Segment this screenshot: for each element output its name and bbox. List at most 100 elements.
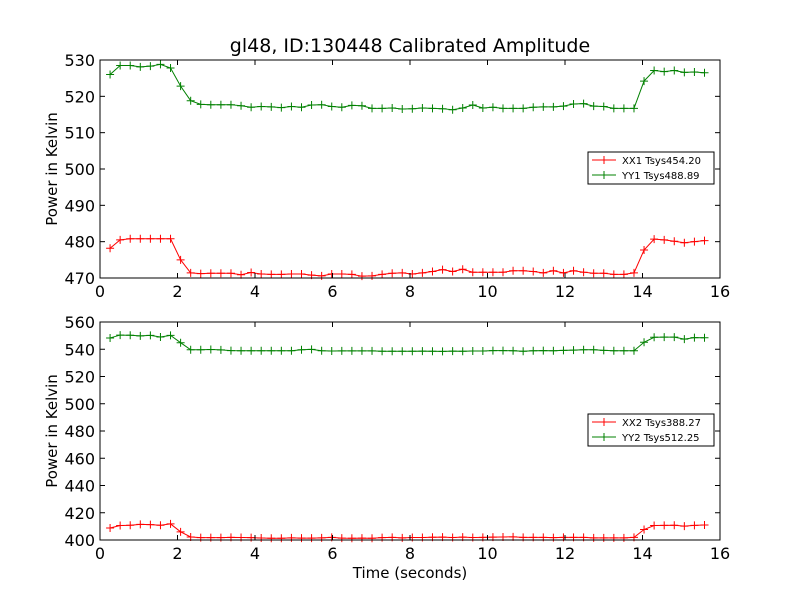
top-point-yy1 — [317, 100, 326, 109]
top-point-xx1 — [156, 234, 165, 243]
top-point-xx1 — [509, 266, 518, 275]
top-point-yy1 — [549, 102, 558, 111]
top-y-tick-label: 530 — [64, 51, 95, 70]
bottom-point-yy2 — [468, 347, 477, 356]
top-point-xx1 — [519, 266, 528, 275]
top-point-yy1 — [589, 102, 598, 111]
bottom-point-yy2 — [690, 333, 699, 342]
top-point-yy1 — [529, 103, 538, 112]
bottom-y-tick-label: 480 — [64, 422, 95, 441]
bottom-point-yy2 — [186, 345, 195, 354]
top-point-xx1 — [378, 270, 387, 279]
bottom-point-yy2 — [660, 333, 669, 342]
top-point-xx1 — [347, 270, 356, 279]
bottom-point-xx2 — [347, 534, 356, 543]
top-point-xx1 — [388, 269, 397, 278]
top-point-yy1 — [428, 104, 437, 113]
top-y-tick-label: 490 — [64, 196, 95, 215]
top-point-xx1 — [166, 234, 175, 243]
bottom-axes-frame — [99, 321, 721, 541]
bottom-y-tick-label: 400 — [64, 531, 95, 550]
top-point-yy1 — [670, 66, 679, 75]
top-point-xx1 — [136, 234, 145, 243]
bottom-point-yy2 — [176, 338, 185, 347]
top-point-yy1 — [267, 102, 276, 111]
top-point-yy1 — [398, 105, 407, 114]
bottom-point-yy2 — [569, 346, 578, 355]
bottom-point-xx2 — [670, 521, 679, 530]
top-x-tick-label: 6 — [327, 282, 337, 301]
bottom-point-xx2 — [700, 521, 709, 530]
top-y-axis-label: Power in Kelvin — [43, 112, 61, 226]
bottom-point-xx2 — [368, 534, 377, 543]
bottom-plot-lines — [106, 331, 709, 543]
top-point-yy1 — [307, 101, 316, 110]
bottom-point-xx2 — [357, 534, 366, 543]
bottom-point-xx2 — [267, 534, 276, 543]
bottom-point-yy2 — [196, 345, 205, 354]
bottom-point-yy2 — [226, 346, 235, 355]
top-point-yy1 — [579, 99, 588, 108]
bottom-point-xx2 — [106, 524, 115, 533]
top-point-xx1 — [670, 237, 679, 246]
top-axes-frame — [99, 59, 721, 279]
bottom-point-yy2 — [136, 331, 145, 340]
bottom-point-yy2 — [126, 331, 135, 340]
bottom-point-yy2 — [680, 335, 689, 344]
bottom-point-yy2 — [378, 347, 387, 356]
top-legend-label-xx1: XX1 Tsys454.20 — [622, 156, 701, 167]
top-point-yy1 — [186, 96, 195, 105]
top-point-xx1 — [428, 267, 437, 276]
top-point-xx1 — [599, 269, 608, 278]
top-point-yy1 — [347, 101, 356, 110]
bottom-point-xx2 — [660, 521, 669, 530]
top-x-tick-label: 10 — [477, 282, 497, 301]
top-y-tick-label: 500 — [64, 160, 95, 179]
bottom-point-yy2 — [478, 347, 487, 356]
bottom-y-tick-label: 560 — [64, 313, 95, 332]
bottom-point-xx2 — [680, 522, 689, 531]
top-point-yy1 — [499, 104, 507, 113]
top-point-xx1 — [468, 268, 477, 277]
bottom-y-tick-label: 540 — [64, 340, 95, 359]
bottom-x-tick-label: 12 — [555, 544, 575, 563]
top-point-xx1 — [146, 234, 155, 243]
bottom-point-yy2 — [337, 346, 346, 355]
bottom-legend: XX2 Tsys388.27 YY2 Tsys512.25 — [587, 413, 715, 447]
top-point-yy1 — [196, 100, 205, 109]
bottom-axis-ticks: 0 2 4 6 8 10 12 14 16 400 420 440 460 480 500 520 540 560 — [64, 313, 730, 563]
bottom-point-yy2 — [368, 346, 377, 355]
bottom-point-xx2 — [337, 534, 346, 543]
top-point-yy1 — [509, 104, 518, 113]
top-point-xx1 — [559, 268, 568, 277]
top-point-xx1 — [106, 244, 115, 253]
top-point-yy1 — [519, 104, 528, 113]
top-point-yy1 — [156, 60, 165, 69]
top-point-yy1 — [539, 102, 548, 111]
top-point-xx1 — [357, 272, 366, 281]
top-point-xx1 — [640, 246, 649, 255]
bottom-point-yy2 — [287, 346, 296, 355]
top-point-xx1 — [237, 270, 246, 279]
bottom-point-yy2 — [398, 347, 407, 356]
top-point-xx1 — [126, 234, 135, 243]
bottom-point-xx2 — [146, 520, 155, 529]
top-point-yy1 — [136, 62, 145, 71]
bottom-point-yy2 — [599, 346, 608, 355]
top-x-tick-label: 12 — [555, 282, 575, 301]
top-point-xx1 — [206, 269, 215, 278]
top-point-yy1 — [327, 102, 336, 111]
top-point-yy1 — [569, 99, 578, 108]
bottom-point-xx2 — [116, 521, 125, 530]
top-point-yy1 — [609, 104, 618, 113]
top-plot-lines — [106, 60, 709, 281]
bottom-legend-label-yy2: YY2 Tsys512.25 — [621, 433, 700, 444]
top-point-xx1 — [539, 268, 548, 277]
bottom-point-yy2 — [347, 346, 356, 355]
top-point-xx1 — [609, 270, 618, 279]
bottom-point-yy2 — [388, 347, 397, 356]
bottom-legend-marker-yy2 — [600, 433, 608, 441]
top-point-yy1 — [378, 104, 387, 113]
top-point-yy1 — [357, 101, 366, 110]
top-point-xx1 — [116, 235, 125, 244]
